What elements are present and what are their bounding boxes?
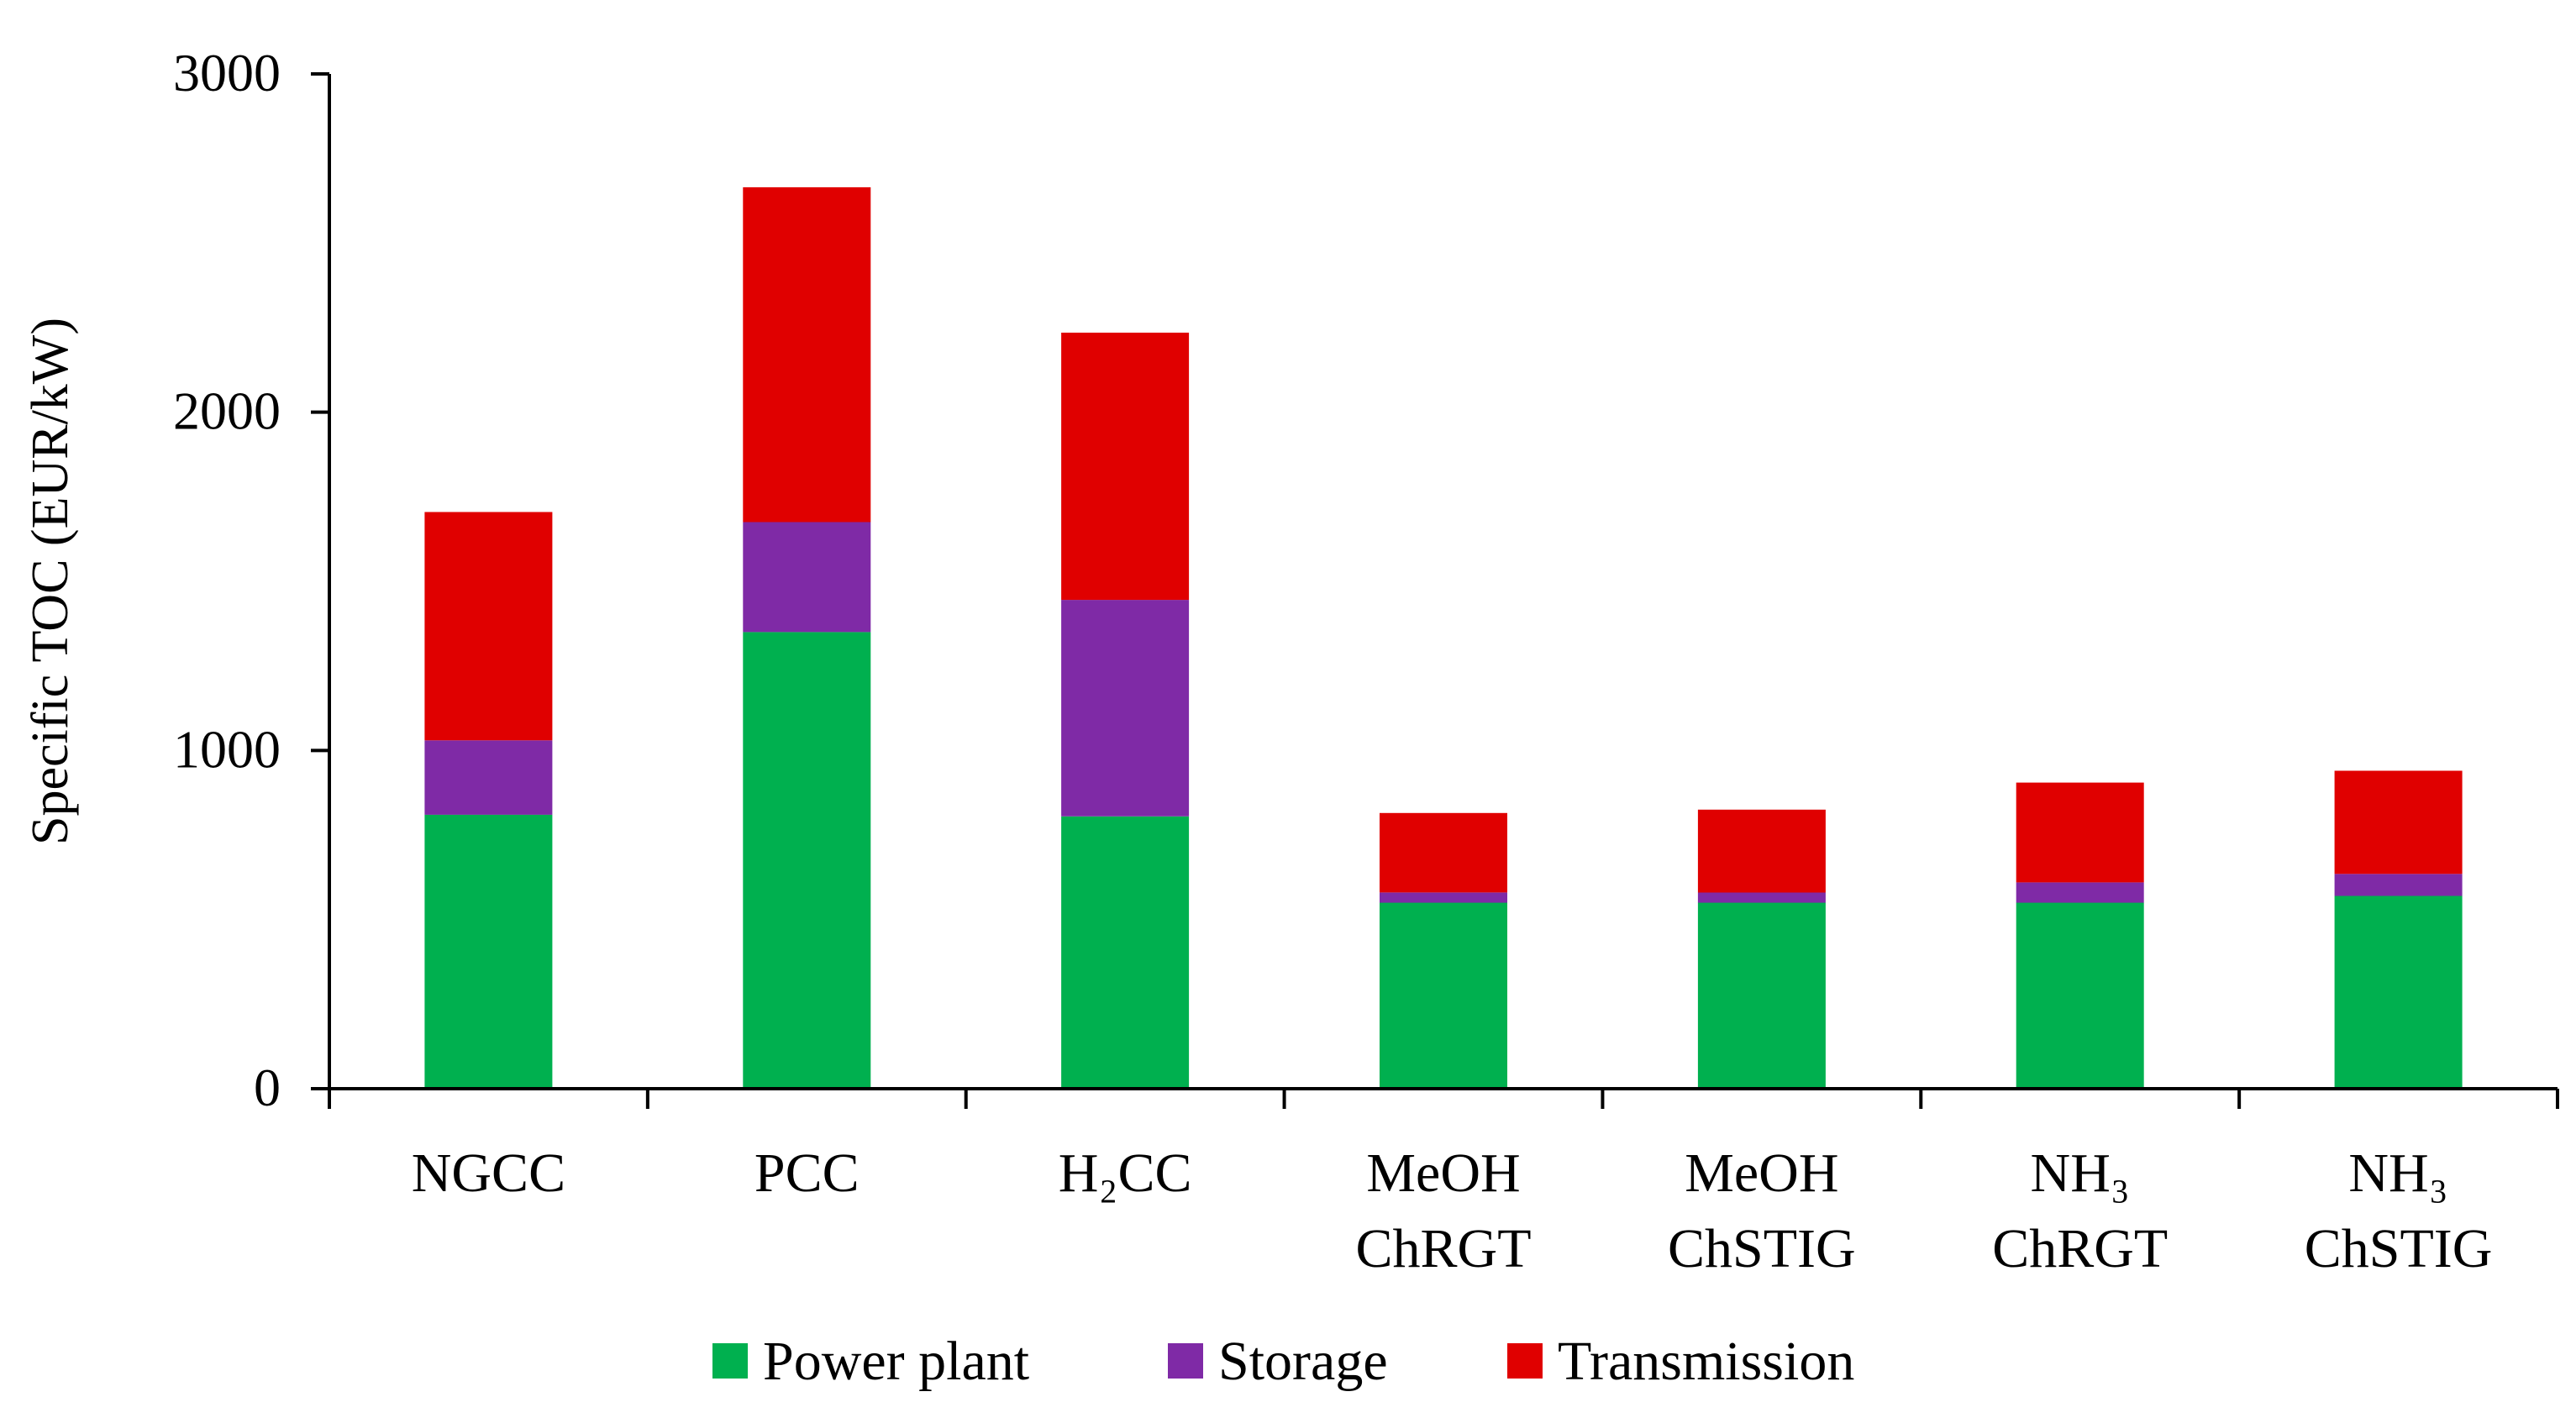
legend-label-transmission: Transmission xyxy=(1558,1331,1854,1392)
x-tick-label: ChSTIG xyxy=(1668,1218,1856,1279)
x-tick-label: ChSTIG xyxy=(2305,1218,2493,1279)
bar-storage-2 xyxy=(1061,600,1190,817)
x-tick-label: MeOH xyxy=(1685,1142,1838,1204)
bar-storage-3 xyxy=(1380,892,1507,903)
y-tick-label: 0 xyxy=(254,1058,281,1117)
bar-transmission-6 xyxy=(2334,770,2463,874)
bar-storage-4 xyxy=(1697,892,1826,903)
x-tick-label: NH₃ xyxy=(2348,1142,2447,1204)
x-tick-label: NGCC xyxy=(412,1142,565,1204)
y-tick-label: 2000 xyxy=(173,381,281,441)
x-tick-label: NH₃ xyxy=(2031,1142,2130,1204)
x-tick-label: MeOH xyxy=(1366,1142,1520,1204)
bars-group xyxy=(424,186,2463,1089)
y-tick-label: 1000 xyxy=(173,719,281,779)
bar-storage-5 xyxy=(2016,882,2144,903)
y-axis-title: Specific TOC (EUR/kW) xyxy=(22,318,79,845)
legend-swatch-power-plant xyxy=(712,1343,748,1379)
bar-storage-6 xyxy=(2334,874,2463,896)
bar-transmission-0 xyxy=(424,512,553,741)
bar-power-plant-3 xyxy=(1380,902,1507,1089)
bar-transmission-4 xyxy=(1697,809,1826,893)
x-tick-label: ChRGT xyxy=(1355,1218,1531,1279)
legend-label-storage: Storage xyxy=(1218,1331,1388,1392)
bar-storage-0 xyxy=(424,740,553,815)
x-tick-label: PCC xyxy=(754,1142,860,1204)
legend-swatch-storage xyxy=(1168,1343,1203,1379)
x-ticks-group: NGCC PCC H₂CC MeOH ChRGT MeOH ChSTIG NH₃ ChRGT NH… xyxy=(328,1089,2559,1279)
bar-transmission-5 xyxy=(2016,782,2144,883)
axes-group xyxy=(328,74,2558,1090)
bar-storage-1 xyxy=(743,522,871,633)
x-tick-label: ChRGT xyxy=(1992,1218,2168,1279)
bar-power-plant-4 xyxy=(1697,902,1826,1089)
bar-power-plant-2 xyxy=(1061,816,1190,1089)
legend-label-power-plant: Power plant xyxy=(763,1331,1029,1392)
bar-power-plant-5 xyxy=(2016,902,2144,1089)
y-ticks-group: 0 1000 2000 3000 xyxy=(173,43,329,1117)
legend: Power plant Storage Transmission xyxy=(712,1331,1854,1392)
bar-power-plant-6 xyxy=(2334,895,2463,1089)
bar-transmission-2 xyxy=(1061,333,1190,601)
bar-transmission-3 xyxy=(1380,812,1507,893)
legend-swatch-transmission xyxy=(1507,1343,1543,1379)
bar-transmission-1 xyxy=(743,186,871,523)
bar-power-plant-0 xyxy=(424,814,553,1089)
bar-power-plant-1 xyxy=(743,632,871,1089)
y-tick-label: 3000 xyxy=(173,43,281,102)
x-tick-label: H₂CC xyxy=(1059,1142,1192,1204)
